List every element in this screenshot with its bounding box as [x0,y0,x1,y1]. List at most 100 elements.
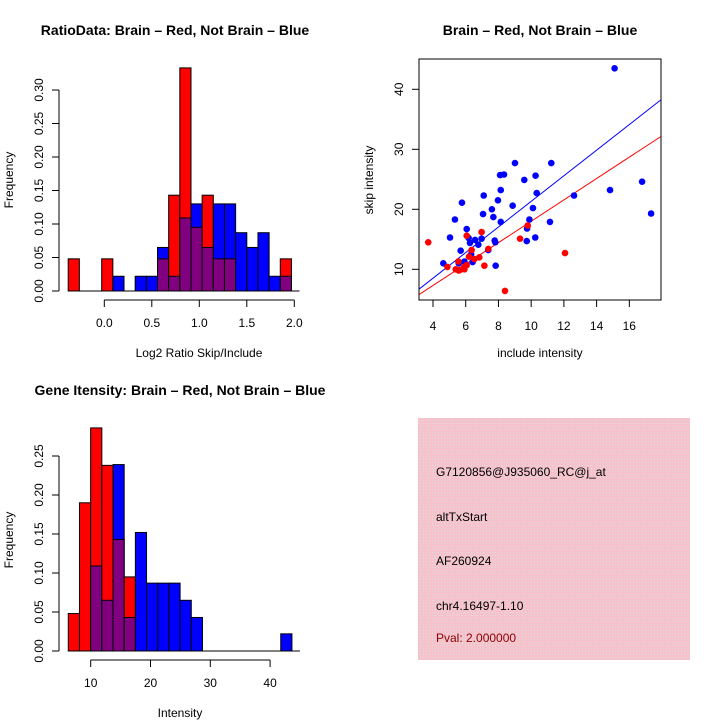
ratio-histogram-title: RatioData: Brain – Red, Not Brain – Blue [41,22,310,38]
scatter-point [466,239,474,247]
scatter-point [471,236,479,244]
probe-id: G7120856@J935060_RC@j_at [436,465,606,479]
y-tick-label: 0.20 [32,483,46,507]
x-tick-label: 6 [462,319,469,333]
histogram-overlap-bar [101,599,114,652]
scatter-point [444,263,451,271]
x-tick-label: 1.0 [191,316,208,330]
y-tick-label: 0.00 [32,279,46,303]
scatter-point [490,213,497,221]
histogram-bar [268,275,281,292]
accession: AF260924 [436,554,492,568]
scatter-point [481,262,488,270]
x-tick-label: 1.5 [238,316,255,330]
scatter-ylabel: skip intensity [362,146,376,215]
scatter-point [509,202,516,209]
scatter-point [497,186,505,194]
scatter-point [526,216,533,223]
scatter-point [475,241,482,248]
scatter-plot-box [418,58,662,301]
info-background [418,418,690,660]
scatter-point [529,204,537,212]
scatter-point [455,267,462,274]
scatter-point [547,159,555,167]
histogram-bar [235,232,248,292]
x-tick-label: 12 [557,319,571,333]
scatter-point [480,192,488,199]
scatter-point [463,225,471,233]
histogram-overlap-bar [190,226,203,292]
scatter-point [494,197,502,204]
intensity-histogram: Gene Itensity: Brain – Red, Not Brain – … [2,382,326,720]
x-tick-label: 40 [263,676,277,690]
y-tick-label: 40 [392,82,406,96]
intensity-histogram-title: Gene Itensity: Brain – Red, Not Brain – … [35,382,326,398]
histogram-overlap-bar [179,217,192,292]
scatter-point [523,237,531,245]
y-tick-label: 0.25 [32,111,46,135]
scatter-point [479,210,487,218]
x-tick-label: 16 [623,319,637,333]
scatter-point [478,235,485,242]
ratio-histogram-ylabel: Frequency [2,152,16,209]
probe-info-box: G7120856@J935060_RC@j_at altTxStart AF26… [418,418,690,660]
y-tick-label: 0.15 [32,178,46,202]
scatter-point [484,245,492,253]
scatter-point [500,171,508,178]
histogram-overlap-bar [212,258,225,292]
histogram-bar [78,502,92,652]
intensity-histogram-ylabel: Frequency [2,512,16,569]
scatter-point [533,189,541,197]
histogram-bar [67,258,80,292]
chromosome-location: chr4.16497-1.10 [436,599,524,613]
scatter-point [638,178,646,185]
scatter-point [451,216,459,223]
scatter-point [561,249,569,257]
histogram-bar [145,275,158,292]
x-tick-label: 8 [495,319,502,333]
scatter-point [531,234,539,241]
y-tick-label: 0.05 [32,600,46,624]
histogram-overlap-bar [90,565,103,652]
x-tick-label: 0.5 [143,316,160,330]
ratio-histogram: RatioData: Brain – Red, Not Brain – Blue… [2,22,309,360]
scatter-point [460,263,468,271]
y-tick-label: 0.25 [32,444,46,468]
scatter-point [478,228,485,236]
histogram-bar [134,275,147,292]
y-tick-label: 0.10 [32,212,46,236]
histogram-bar [190,616,203,652]
histogram-bar [168,582,181,652]
scatter-point [501,287,509,295]
x-tick-label: 30 [204,676,218,690]
scatter-point [570,192,578,199]
scatter-point [424,239,432,246]
intensity-scatter: Brain – Red, Not Brain – Blue include in… [362,22,662,360]
scatter-plot-area [419,65,661,295]
histogram-overlap-bar [201,246,214,292]
x-tick-label: 20 [144,676,158,690]
histogram-bar [101,258,114,292]
scatter-point [468,246,475,254]
scatter-point [532,172,539,179]
scatter-point [475,253,483,261]
scatter-point [606,186,614,194]
event-type: altTxStart [436,510,488,524]
histogram-overlap-bar [279,275,292,292]
y-tick-label: 0.10 [32,561,46,585]
scatter-point [446,234,454,241]
y-tick-label: 0.15 [32,522,46,546]
histogram-overlap-bar [168,275,181,292]
histogram-bar [157,582,170,652]
scatter-point [647,210,655,217]
ratio-histogram-xlabel: Log2 Ratio Skip/Include [136,346,263,360]
x-tick-label: 0.0 [96,316,113,330]
histogram-bar [280,633,293,652]
scatter-xlabel: include intensity [497,346,582,360]
scatter-title: Brain – Red, Not Brain – Blue [443,22,638,38]
scatter-point [465,253,473,260]
scatter-point [488,206,496,213]
scatter-point [611,65,618,72]
y-tick-label: 0.20 [32,145,46,169]
y-tick-label: 0.00 [32,639,46,663]
